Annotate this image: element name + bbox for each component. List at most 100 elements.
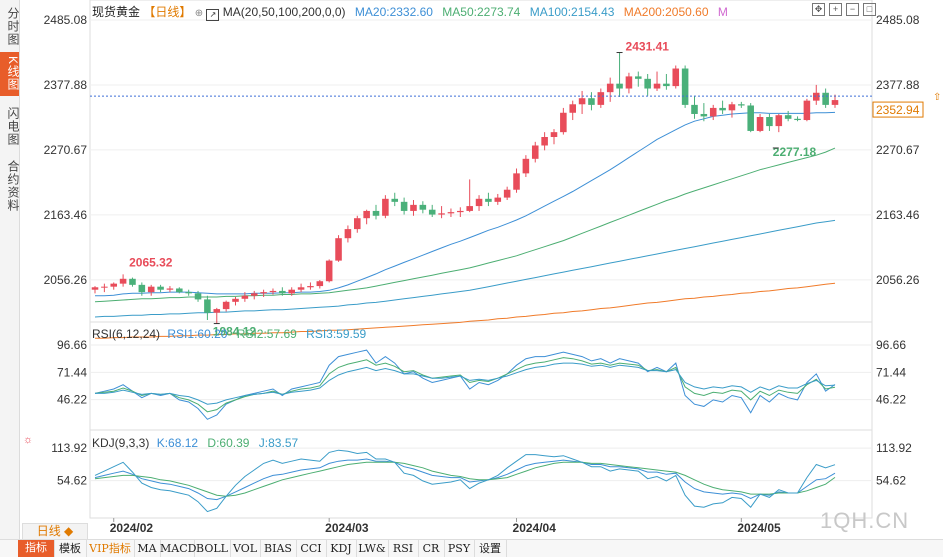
ma200-value: MA200:2050.60 (623, 5, 709, 19)
sidebar: 分时图 K线图闪电图合约资料 (0, 0, 20, 556)
candle-body (382, 198, 389, 216)
candle-body (485, 198, 492, 202)
price-tick-left: 2485.08 (44, 13, 88, 27)
candle-body (719, 107, 726, 111)
candle-body (812, 92, 820, 101)
tab-13[interactable]: PSY (444, 540, 475, 557)
candle-body (410, 204, 417, 211)
crosshair-icon[interactable]: ☼ (23, 434, 34, 446)
candle-body (288, 289, 295, 294)
period-selector[interactable]: 日线 ◆ (22, 523, 88, 540)
candle-body (513, 173, 520, 190)
price-tick-right: 2056.26 (876, 273, 920, 287)
candle-body (663, 83, 670, 87)
price-tick-right: 2377.88 (876, 78, 920, 92)
kdj-tick-right: 113.92 (876, 441, 912, 455)
ma20-line (95, 111, 836, 297)
tab-14[interactable]: 设置 (474, 540, 507, 557)
candle-body (522, 158, 530, 174)
ma20-value: MA20:2332.60 (354, 5, 433, 19)
tab-6[interactable]: VOL (230, 540, 261, 557)
candle-body (747, 105, 754, 131)
ma-icon: ↗ (206, 9, 220, 21)
candle-body (204, 299, 211, 313)
kdj-k-line (94, 458, 836, 501)
candle-body (644, 78, 651, 89)
candle-body (166, 288, 174, 290)
candle-body (344, 229, 352, 239)
price-tick-left: 2163.46 (44, 208, 88, 222)
period-label[interactable]: 【日线】 (143, 5, 192, 19)
tab-3[interactable]: MA (134, 540, 161, 557)
candle-body (756, 117, 764, 131)
tab-10[interactable]: LW& (356, 540, 389, 557)
price-panel-frame (89, 0, 873, 323)
candle-body (91, 287, 99, 290)
tab-7[interactable]: BIAS (260, 540, 297, 557)
candle-body (578, 98, 586, 105)
chart-canvas: 2485.08 2485.08 2377.88 2377.88 2270.67 2270.… (44, 0, 941, 535)
candle-body (466, 206, 473, 211)
current-price-label: 2352.94 (876, 103, 920, 117)
d-value: D:60.39 (207, 436, 250, 450)
candle-body (176, 288, 183, 293)
kdj-tick-left: 113.92 (51, 441, 87, 455)
ma50-value: MA50:2273.74 (442, 5, 521, 19)
candle-body (672, 68, 680, 87)
candle-body (784, 115, 792, 119)
rsi-tick-left: 71.44 (57, 365, 87, 379)
candle-body (438, 213, 445, 215)
candle-body (831, 100, 839, 105)
candle-body (606, 83, 614, 93)
candle-body (766, 117, 773, 127)
kdj-title: KDJ(9,3,3) (92, 436, 150, 450)
tab-1[interactable]: 模板 (54, 540, 87, 557)
tab-2[interactable]: VIP指标 (86, 540, 135, 557)
low-annotation: 1984.12 (213, 325, 257, 339)
candle-body (447, 212, 455, 214)
j-value: J:83.57 (258, 436, 299, 450)
tab-9[interactable]: KDJ (326, 540, 357, 557)
candle-body (250, 293, 258, 296)
recent-low-annotation: 2277.18 (773, 145, 817, 159)
zoom-out-icon[interactable]: − (846, 3, 859, 16)
kdj-legend: KDJ(9,3,3) K:68.12 D:60.39 J:83.57 (92, 436, 298, 450)
candle-body (822, 92, 829, 105)
candle-body (297, 287, 305, 290)
candle-body (541, 136, 548, 146)
tab-0[interactable]: 指标 (18, 540, 55, 557)
candle-body (260, 292, 267, 294)
sidebar-item-0[interactable]: 分时图 (6, 6, 20, 46)
tab-5[interactable]: BOLL (194, 540, 231, 557)
candle-body (316, 281, 324, 287)
sidebar-item-3[interactable]: 合约资料 (6, 160, 20, 212)
tab-12[interactable]: CR (418, 540, 445, 557)
fullscreen-icon[interactable]: □ (863, 3, 876, 16)
candle-body (335, 238, 342, 261)
kdj-d-line (94, 461, 836, 497)
price-legend: 现货黄金 【日线】 ⊕ ↗ MA(20,50,100,200,0,0) MA20… (92, 3, 728, 21)
tab-4[interactable]: MACD (160, 540, 197, 557)
candle-body (700, 113, 708, 117)
candle-body (635, 76, 642, 79)
rsi-title: RSI(6,12,24) (92, 327, 161, 341)
move-icon[interactable]: ✥ (812, 3, 825, 16)
rsi-tick-right: 46.22 (876, 393, 906, 407)
zoom-in-icon[interactable]: + (829, 3, 842, 16)
candle-body (129, 278, 136, 285)
price-tick-left: 2377.88 (44, 78, 88, 92)
x-tick-label: 2024/02 (110, 521, 154, 535)
early-high-annotation: 2065.32 (129, 255, 173, 269)
candle-body (616, 83, 623, 89)
tab-11[interactable]: RSI (388, 540, 419, 557)
sidebar-item-2[interactable]: 闪电图 (6, 106, 20, 146)
sidebar-item-1[interactable]: K线图 (0, 52, 20, 96)
candle-body (138, 284, 146, 293)
candle-body (119, 278, 127, 284)
candle-body (709, 107, 717, 117)
tab-8[interactable]: CCI (296, 540, 327, 557)
settings-icon[interactable]: ⊕ (194, 8, 204, 19)
candle-body (531, 145, 539, 159)
rsi3-value: RSI3:59.59 (306, 327, 367, 341)
price-tick-left: 2270.67 (44, 143, 88, 157)
